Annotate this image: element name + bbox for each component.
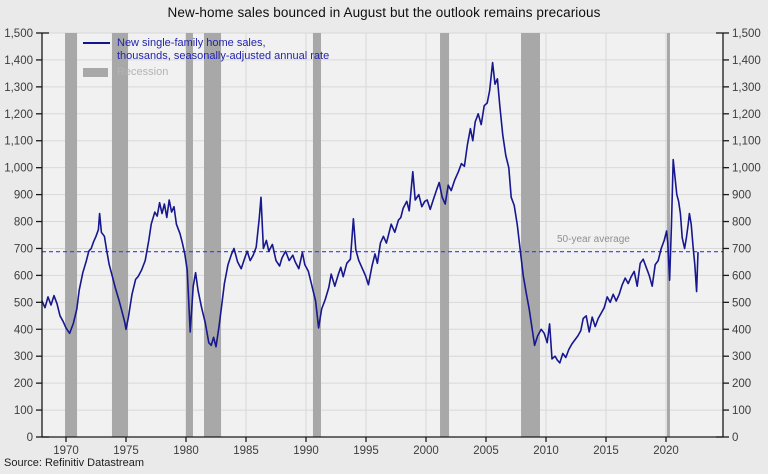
y-tick-label-left: 100 bbox=[14, 405, 33, 417]
series-line bbox=[41, 61, 699, 364]
x-tick-label: 2000 bbox=[413, 445, 439, 457]
axes bbox=[36, 32, 729, 442]
source-note: Source: Refinitiv Datastream bbox=[4, 457, 144, 469]
legend-series-row: New single-family home sales, thousands,… bbox=[83, 37, 329, 63]
tick-labels: 0 0 100 100 200 200 300 300 400 400 500 500 600 600 70… bbox=[4, 28, 761, 457]
y-tick-label-right: 1,400 bbox=[732, 55, 761, 67]
x-tick-label: 1985 bbox=[233, 445, 259, 457]
y-tick-label-left: 1,300 bbox=[4, 82, 33, 94]
y-tick-label-left: 1,400 bbox=[4, 55, 33, 67]
y-tick-label-left: 1,000 bbox=[4, 163, 33, 175]
y-tick-label-left: 600 bbox=[14, 270, 33, 282]
plot-background bbox=[42, 33, 723, 437]
y-tick-label-left: 900 bbox=[14, 190, 33, 202]
y-tick-label-right: 1,000 bbox=[732, 163, 761, 175]
y-tick-label-right: 100 bbox=[732, 405, 751, 417]
y-tick-label-right: 400 bbox=[732, 324, 751, 336]
y-tick-label-left: 800 bbox=[14, 217, 33, 229]
y-tick-label-left: 400 bbox=[14, 324, 33, 336]
series-legend-label-line2: thousands, seasonally-adjusted annual ra… bbox=[117, 50, 330, 62]
y-tick-label-left: 1,500 bbox=[4, 28, 33, 40]
x-tick-label: 1975 bbox=[113, 445, 139, 457]
y-tick-label-right: 200 bbox=[732, 378, 751, 390]
y-tick-label-left: 200 bbox=[14, 378, 33, 390]
x-tick-label: 1995 bbox=[353, 445, 379, 457]
y-tick-label-left: 500 bbox=[14, 297, 33, 309]
y-tick-label-right: 700 bbox=[732, 243, 751, 255]
y-tick-label-right: 1,200 bbox=[732, 109, 761, 121]
series-legend-label: New single-family home sales, thousands,… bbox=[117, 37, 329, 63]
chart-title: New-home sales bounced in August but the… bbox=[167, 5, 601, 20]
recession-bands bbox=[65, 33, 670, 437]
series-line-swatch bbox=[83, 42, 110, 44]
y-tick-label-left: 700 bbox=[14, 243, 33, 255]
x-tick-label: 1970 bbox=[53, 445, 79, 457]
y-tick-label-right: 600 bbox=[732, 270, 751, 282]
x-tick-label: 1990 bbox=[293, 445, 319, 457]
x-tick-label: 2020 bbox=[653, 445, 679, 457]
x-tick-label: 1980 bbox=[173, 445, 199, 457]
y-tick-label-right: 0 bbox=[732, 432, 738, 444]
recession-swatch bbox=[83, 68, 108, 77]
y-tick-label-right: 1,500 bbox=[732, 28, 761, 40]
y-tick-label-right: 300 bbox=[732, 351, 751, 363]
average-line-label: 50-year average bbox=[557, 234, 630, 245]
recession-legend-label: Recession bbox=[117, 66, 169, 78]
y-tick-label-left: 0 bbox=[27, 432, 33, 444]
y-tick-label-left: 300 bbox=[14, 351, 33, 363]
x-tick-label: 2005 bbox=[473, 445, 499, 457]
y-tick-label-right: 1,300 bbox=[732, 82, 761, 94]
legend: New single-family home sales, thousands,… bbox=[83, 37, 329, 79]
y-tick-label-right: 500 bbox=[732, 297, 751, 309]
x-tick-label: 2015 bbox=[593, 445, 619, 457]
y-tick-label-right: 900 bbox=[732, 190, 751, 202]
y-tick-label-right: 800 bbox=[732, 217, 751, 229]
y-tick-label-left: 1,200 bbox=[4, 109, 33, 121]
x-tick-label: 2010 bbox=[533, 445, 559, 457]
y-tick-label-right: 1,100 bbox=[732, 136, 761, 148]
y-tick-label-left: 1,100 bbox=[4, 136, 33, 148]
gridlines bbox=[42, 32, 723, 437]
legend-recession-row: Recession bbox=[83, 66, 329, 79]
series-legend-label-line1: New single-family home sales, bbox=[117, 37, 266, 49]
